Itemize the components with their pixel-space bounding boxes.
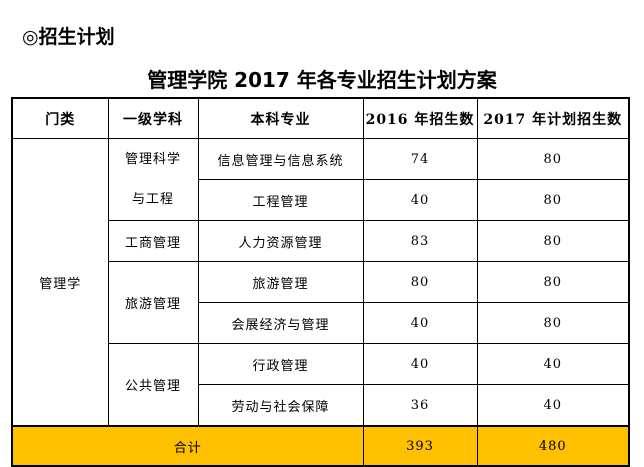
count-2016: 80 (362, 261, 478, 303)
discipline-cell: 公共管理 (107, 343, 199, 427)
count-2017: 80 (476, 261, 630, 303)
table-row: 公共管理 行政管理 40 40 (12, 343, 630, 427)
table-row: 工程管理 40 80 (12, 179, 630, 221)
table-row: 劳动与社会保障 36 40 (12, 384, 630, 427)
table-row: 会展经济与管理 40 80 (12, 302, 630, 344)
discipline-line: 与工程 (131, 191, 174, 207)
total-2016: 393 (362, 425, 478, 467)
header-row: 门类 一级学科 本科专业 2016 年招生数 2017 年计划招生数 (11, 97, 630, 139)
discipline-cell: 管理科学 与工程 (107, 138, 199, 221)
count-2016: 40 (362, 343, 478, 385)
header-2016: 2016 年招生数 (362, 97, 478, 139)
count-2017: 40 (476, 343, 630, 385)
discipline-cell: 旅游管理 (107, 261, 199, 344)
total-2017: 480 (476, 425, 630, 467)
count-2016: 40 (362, 302, 478, 344)
discipline-cell: 工商管理 (107, 220, 199, 262)
enrollment-plan-table: 门类 一级学科 本科专业 2016 年招生数 2017 年计划招生数 管理学 管… (11, 97, 630, 467)
count-2017: 80 (476, 138, 630, 180)
count-2017: 80 (476, 179, 630, 221)
count-2017: 80 (476, 302, 630, 344)
total-label: 合计 (11, 425, 364, 467)
major-cell: 人力资源管理 (197, 220, 364, 262)
header-2017: 2017 年计划招生数 (476, 97, 630, 139)
header-category: 门类 (11, 97, 109, 139)
major-cell: 工程管理 (197, 179, 364, 221)
count-2016: 74 (362, 138, 478, 180)
table-row: 管理学 管理科学 与工程 信息管理与信息系统 74 80 (11, 138, 630, 427)
major-cell: 信息管理与信息系统 (197, 138, 364, 180)
table-row: 工商管理 人力资源管理 83 80 (12, 220, 630, 262)
major-cell: 行政管理 (197, 343, 364, 385)
count-2016: 83 (362, 220, 478, 262)
total-row: 合计 393 480 (11, 425, 630, 467)
count-2016: 40 (362, 179, 478, 221)
major-cell: 会展经济与管理 (197, 302, 364, 344)
discipline-line: 管理科学 (124, 151, 181, 167)
section-heading: ◎招生计划 (22, 26, 115, 48)
category-cell: 管理学 (11, 138, 109, 427)
count-2017: 80 (476, 220, 630, 262)
major-cell: 劳动与社会保障 (197, 384, 364, 427)
document-title: 管理学院 2017 年各专业招生计划方案 (147, 68, 497, 92)
table-row: 旅游管理 旅游管理 80 80 (12, 261, 630, 344)
count-2016: 36 (362, 384, 478, 427)
header-discipline: 一级学科 (107, 97, 199, 139)
major-cell: 旅游管理 (197, 261, 364, 303)
header-major: 本科专业 (197, 97, 364, 139)
count-2017: 40 (476, 384, 630, 427)
